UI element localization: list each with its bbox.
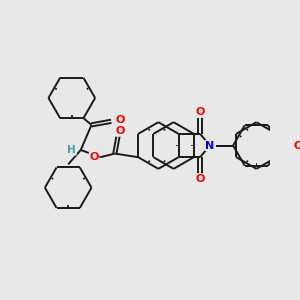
Text: N: N bbox=[205, 140, 214, 151]
Text: O: O bbox=[195, 174, 205, 184]
Text: O: O bbox=[293, 140, 300, 151]
Text: O: O bbox=[89, 152, 99, 162]
Text: O: O bbox=[116, 126, 125, 136]
Text: H: H bbox=[68, 145, 76, 155]
Text: O: O bbox=[116, 116, 125, 125]
Text: O: O bbox=[195, 107, 205, 117]
